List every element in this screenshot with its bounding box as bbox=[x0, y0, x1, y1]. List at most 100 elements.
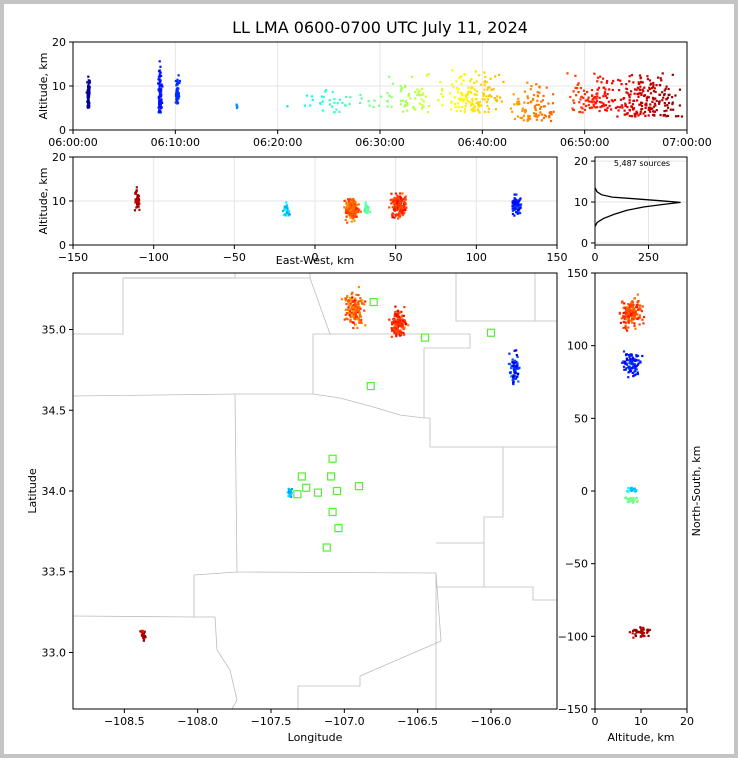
altitude-ns-point bbox=[621, 361, 624, 364]
ew-altitude-point bbox=[403, 196, 407, 199]
time-height-point bbox=[405, 109, 409, 112]
time-height-point bbox=[333, 111, 336, 114]
altitude-ns-point bbox=[639, 631, 642, 634]
altitude-ns-point bbox=[632, 500, 635, 503]
altitude-ns-point bbox=[642, 628, 645, 631]
altitude-ns-point bbox=[640, 629, 643, 632]
ew-altitude-point bbox=[351, 217, 355, 220]
time-height-point bbox=[590, 88, 594, 92]
figure-background bbox=[4, 4, 734, 754]
time-height-point bbox=[452, 86, 455, 89]
time-height-point bbox=[417, 93, 420, 96]
ew-altitude-point bbox=[397, 212, 401, 215]
ew-altitude-point bbox=[357, 210, 360, 214]
time-height-point bbox=[486, 98, 490, 101]
altitude-ns-point bbox=[646, 628, 649, 631]
altitude-ns-point bbox=[635, 306, 639, 309]
time-height-point bbox=[483, 110, 486, 114]
time-height-point bbox=[652, 97, 655, 100]
station-marker bbox=[354, 482, 364, 491]
ew-altitude-point bbox=[514, 198, 517, 201]
ew-altitude-point bbox=[353, 210, 356, 213]
plan-view-point bbox=[356, 310, 359, 314]
plan-view-point bbox=[357, 303, 360, 307]
time-height-point bbox=[399, 99, 402, 102]
time-height-point bbox=[576, 83, 579, 87]
altitude-ns-point bbox=[627, 371, 630, 374]
time-height-point bbox=[527, 114, 530, 118]
plan-view-point bbox=[391, 328, 394, 332]
time-height-point bbox=[635, 99, 639, 102]
time-height-point bbox=[460, 75, 463, 78]
plan-view-point bbox=[356, 306, 359, 309]
altitude-ns-point bbox=[643, 634, 646, 638]
time-height-point bbox=[661, 91, 664, 94]
ew-altitude-point bbox=[138, 199, 141, 202]
time-height-point bbox=[572, 90, 575, 93]
time-height-point bbox=[485, 81, 488, 84]
station-marker bbox=[486, 328, 496, 337]
altitude-ns-point bbox=[642, 626, 645, 629]
altitude-ns-point bbox=[625, 358, 628, 362]
time-height-point bbox=[627, 94, 631, 97]
time-height-point bbox=[158, 90, 161, 93]
altitude-ns-point bbox=[623, 321, 626, 324]
plan-view-point bbox=[398, 311, 402, 314]
time-height-point bbox=[648, 109, 651, 112]
ew-altitude-point bbox=[392, 200, 395, 203]
time-height-point bbox=[391, 82, 395, 85]
station-marker bbox=[366, 381, 375, 391]
time-height-point bbox=[457, 102, 460, 105]
time-height-point bbox=[176, 101, 180, 104]
ew-altitude-point bbox=[352, 205, 356, 208]
station-marker bbox=[332, 486, 342, 496]
altitude-ns-point bbox=[624, 362, 627, 365]
county-boundary bbox=[297, 640, 442, 709]
time-height-point bbox=[483, 98, 486, 101]
plan-view-point bbox=[353, 299, 356, 302]
time-height-point bbox=[511, 110, 514, 113]
time-height-point bbox=[441, 104, 444, 107]
altitude-ns-point bbox=[628, 369, 631, 372]
time-height-point bbox=[663, 109, 666, 113]
altitude-ns-point bbox=[628, 308, 631, 311]
plan-view-point bbox=[348, 304, 351, 307]
plan-view-point bbox=[352, 304, 355, 308]
time-height-point bbox=[465, 95, 468, 98]
time-height-point bbox=[653, 102, 656, 105]
altitude-ns-ytick-label: −50 bbox=[565, 558, 588, 571]
plan-view-point bbox=[402, 331, 405, 335]
plan-view-ytick-label: 35.0 bbox=[42, 324, 67, 337]
time-height-point bbox=[618, 88, 621, 92]
altitude-ns-point bbox=[633, 366, 636, 369]
time-height-point bbox=[636, 92, 639, 96]
plan-view-point bbox=[403, 326, 406, 329]
time-height-point bbox=[635, 112, 638, 115]
time-height-point bbox=[626, 92, 629, 95]
time-height-point bbox=[649, 83, 652, 86]
ew-altitude-point bbox=[350, 207, 354, 210]
time-height-xtick-label: 06:10:00 bbox=[151, 136, 200, 149]
plan-view-point bbox=[508, 352, 511, 355]
altitude-ns-point bbox=[629, 359, 632, 362]
ew-altitude-xtick-label: −100 bbox=[139, 251, 169, 264]
ew-altitude-point bbox=[403, 211, 406, 215]
time-height-point bbox=[338, 98, 341, 101]
altitude-ns-point bbox=[623, 316, 627, 319]
plan-view-point bbox=[349, 308, 353, 311]
time-height-point bbox=[632, 99, 635, 103]
time-height-point bbox=[502, 80, 505, 84]
ew-altitude-point bbox=[364, 204, 367, 207]
time-height-point bbox=[659, 77, 662, 80]
ew-altitude-point bbox=[513, 197, 516, 200]
time-height-point bbox=[663, 93, 666, 96]
altitude-ns-point bbox=[627, 310, 630, 313]
plan-view-point bbox=[350, 315, 353, 318]
plan-view-point bbox=[349, 319, 352, 322]
ew-altitude-point bbox=[286, 210, 289, 213]
plan-view-xtick-label: −106.0 bbox=[471, 715, 512, 728]
plan-view-point bbox=[515, 354, 518, 357]
altitude-ns-point bbox=[623, 302, 626, 305]
altitude-ns-point bbox=[636, 293, 639, 296]
time-height-point bbox=[471, 97, 474, 101]
